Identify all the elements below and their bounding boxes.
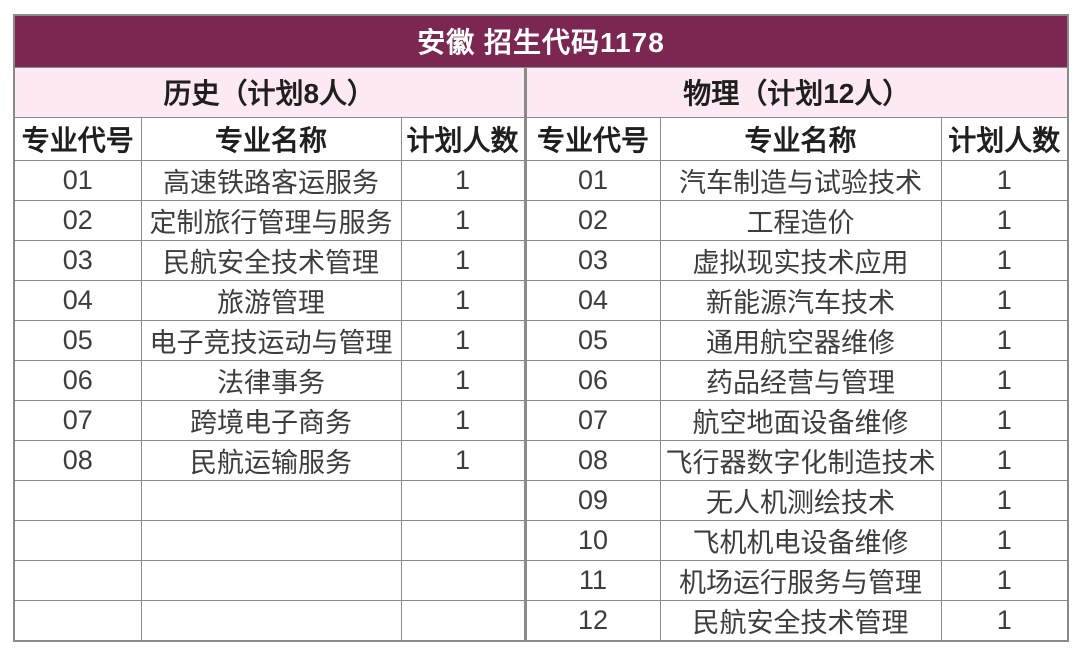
history-code-cell <box>13 519 142 561</box>
table-row: 01 高速铁路客运服务 1 01 汽车制造与试验技术 1 <box>13 159 1069 201</box>
physics-code-cell: 09 <box>523 479 661 521</box>
physics-name-cell: 虚拟现实技术应用 <box>659 239 942 281</box>
history-code-cell: 07 <box>13 399 142 441</box>
physics-code-cell: 04 <box>523 279 661 321</box>
physics-name-cell: 工程造价 <box>659 199 942 241</box>
table-row: 12 民航安全技术管理 1 <box>13 599 1069 641</box>
history-name-cell: 旅游管理 <box>140 279 402 321</box>
physics-plan-cell: 1 <box>940 159 1069 201</box>
history-plan-cell: 1 <box>400 319 526 361</box>
history-code-cell: 06 <box>13 359 142 401</box>
table-row: 03 民航安全技术管理 1 03 虚拟现实技术应用 1 <box>13 239 1069 281</box>
physics-name-cell: 飞机机电设备维修 <box>659 519 942 561</box>
physics-plan-cell: 1 <box>940 599 1069 641</box>
history-name-cell: 民航运输服务 <box>140 439 402 481</box>
table-row: 05 电子竞技运动与管理 1 05 通用航空器维修 1 <box>13 319 1069 361</box>
physics-code-header: 专业代号 <box>523 116 661 161</box>
history-name-cell: 电子竞技运动与管理 <box>140 319 402 361</box>
admission-plan-sheet: 安徽 招生代码1178 历史（计划8人） 物理（计划12人） 专业代号 专业名称… <box>13 14 1070 642</box>
history-name-cell: 定制旅行管理与服务 <box>140 199 402 241</box>
physics-code-cell: 10 <box>523 519 661 561</box>
history-code-cell: 08 <box>13 439 142 481</box>
history-name-cell: 法律事务 <box>140 359 402 401</box>
physics-plan-cell: 1 <box>940 319 1069 361</box>
table-row: 06 法律事务 1 06 药品经营与管理 1 <box>13 359 1069 401</box>
table-row: 08 民航运输服务 1 08 飞行器数字化制造技术 1 <box>13 439 1069 481</box>
history-code-cell: 01 <box>13 159 142 201</box>
history-code-header: 专业代号 <box>13 116 142 161</box>
history-name-cell <box>140 479 402 521</box>
physics-plan-cell: 1 <box>940 239 1069 281</box>
physics-name-cell: 民航安全技术管理 <box>659 599 942 641</box>
table-row: 09 无人机测绘技术 1 <box>13 479 1069 521</box>
physics-code-cell: 07 <box>523 399 661 441</box>
history-plan-cell: 1 <box>400 279 526 321</box>
history-name-cell <box>140 599 402 641</box>
history-code-cell <box>13 559 142 601</box>
table-body: 01 高速铁路客运服务 1 01 汽车制造与试验技术 1 02 定制旅行管理与服务 1 02 工程造… <box>13 159 1069 641</box>
history-plan-cell: 1 <box>400 199 526 241</box>
physics-code-cell: 01 <box>523 159 661 201</box>
physics-code-cell: 11 <box>523 559 661 601</box>
physics-code-cell: 05 <box>523 319 661 361</box>
physics-plan-cell: 1 <box>940 439 1069 481</box>
history-code-cell <box>13 479 142 521</box>
group-header-row: 历史（计划8人） 物理（计划12人） <box>13 66 1069 118</box>
history-name-cell: 跨境电子商务 <box>140 399 402 441</box>
column-header-row: 专业代号 专业名称 计划人数 专业代号 专业名称 计划人数 <box>13 116 1069 161</box>
history-plan-cell: 1 <box>400 359 526 401</box>
history-plan-header: 计划人数 <box>400 116 526 161</box>
physics-name-cell: 无人机测绘技术 <box>659 479 942 521</box>
physics-code-cell: 08 <box>523 439 661 481</box>
physics-plan-cell: 1 <box>940 399 1069 441</box>
physics-plan-cell: 1 <box>940 359 1069 401</box>
history-name-header: 专业名称 <box>140 116 402 161</box>
physics-plan-cell: 1 <box>940 519 1069 561</box>
history-plan-cell: 1 <box>400 399 526 441</box>
history-group-header: 历史（计划8人） <box>13 66 526 118</box>
history-code-cell: 04 <box>13 279 142 321</box>
history-plan-cell <box>400 519 526 561</box>
physics-group-header: 物理（计划12人） <box>523 66 1069 118</box>
physics-plan-cell: 1 <box>940 559 1069 601</box>
physics-name-cell: 机场运行服务与管理 <box>659 559 942 601</box>
table-row: 02 定制旅行管理与服务 1 02 工程造价 1 <box>13 199 1069 241</box>
history-code-cell: 02 <box>13 199 142 241</box>
physics-name-cell: 航空地面设备维修 <box>659 399 942 441</box>
table-row: 07 跨境电子商务 1 07 航空地面设备维修 1 <box>13 399 1069 441</box>
table-row: 04 旅游管理 1 04 新能源汽车技术 1 <box>13 279 1069 321</box>
table-title: 安徽 招生代码1178 <box>13 14 1069 68</box>
history-plan-cell <box>400 599 526 641</box>
history-name-cell: 民航安全技术管理 <box>140 239 402 281</box>
history-name-cell <box>140 519 402 561</box>
physics-code-cell: 02 <box>523 199 661 241</box>
physics-plan-cell: 1 <box>940 279 1069 321</box>
history-code-cell <box>13 599 142 641</box>
history-code-cell: 05 <box>13 319 142 361</box>
physics-plan-cell: 1 <box>940 199 1069 241</box>
physics-name-cell: 药品经营与管理 <box>659 359 942 401</box>
admission-plan-table: 安徽 招生代码1178 历史（计划8人） 物理（计划12人） 专业代号 专业名称… <box>13 14 1070 642</box>
physics-name-header: 专业名称 <box>659 116 942 161</box>
physics-code-cell: 12 <box>523 599 661 641</box>
physics-name-cell: 飞行器数字化制造技术 <box>659 439 942 481</box>
physics-code-cell: 03 <box>523 239 661 281</box>
history-plan-cell: 1 <box>400 159 526 201</box>
history-name-cell: 高速铁路客运服务 <box>140 159 402 201</box>
physics-code-cell: 06 <box>523 359 661 401</box>
table-row: 11 机场运行服务与管理 1 <box>13 559 1069 601</box>
history-name-cell <box>140 559 402 601</box>
physics-name-cell: 新能源汽车技术 <box>659 279 942 321</box>
title-row: 安徽 招生代码1178 <box>13 14 1069 68</box>
physics-plan-cell: 1 <box>940 479 1069 521</box>
table-row: 10 飞机机电设备维修 1 <box>13 519 1069 561</box>
history-plan-cell: 1 <box>400 439 526 481</box>
history-code-cell: 03 <box>13 239 142 281</box>
physics-name-cell: 通用航空器维修 <box>659 319 942 361</box>
physics-plan-header: 计划人数 <box>940 116 1069 161</box>
history-plan-cell <box>400 479 526 521</box>
physics-name-cell: 汽车制造与试验技术 <box>659 159 942 201</box>
history-plan-cell: 1 <box>400 239 526 281</box>
history-plan-cell <box>400 559 526 601</box>
